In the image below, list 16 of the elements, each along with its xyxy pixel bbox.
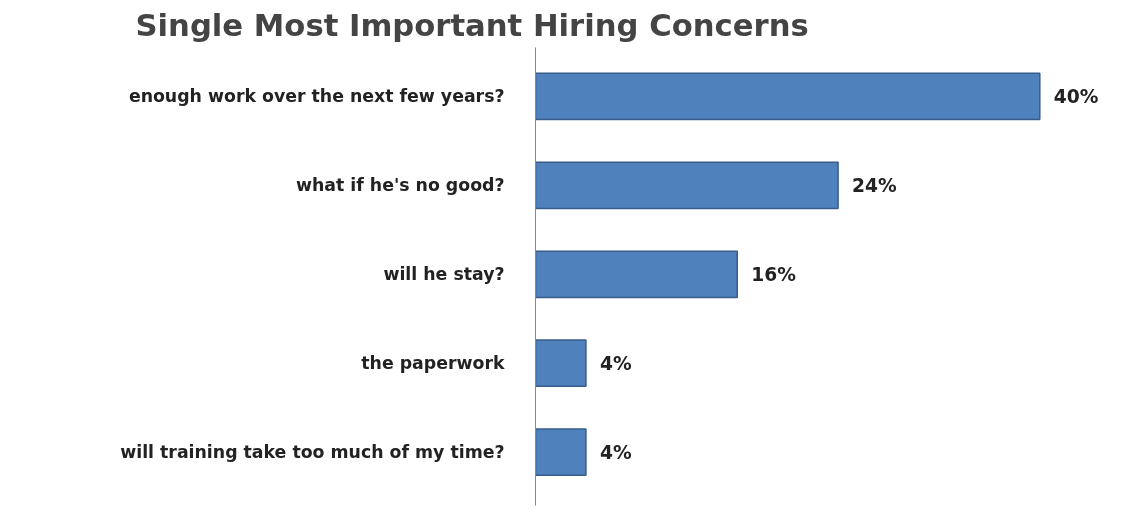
data-label: 4% (599, 352, 632, 374)
data-label: 4% (599, 441, 632, 463)
bar (535, 339, 587, 388)
bar (535, 72, 1041, 121)
data-label: 40% (1053, 85, 1099, 107)
chart-title: Single Most Important Hiring Concerns (135, 7, 809, 43)
y-tick-label: what if he's no good? (295, 175, 505, 196)
data-label: 24% (852, 174, 898, 196)
y-tick-label: will he stay? (383, 264, 505, 285)
y-tick-label: enough work over the next few years? (128, 86, 505, 107)
data-label: 16% (751, 263, 797, 285)
y-tick-label: will training take too much of my time? (120, 442, 505, 463)
y-tick-label: the paperwork (361, 353, 505, 374)
bar (535, 250, 738, 299)
bar (535, 161, 839, 210)
bar (535, 428, 587, 477)
